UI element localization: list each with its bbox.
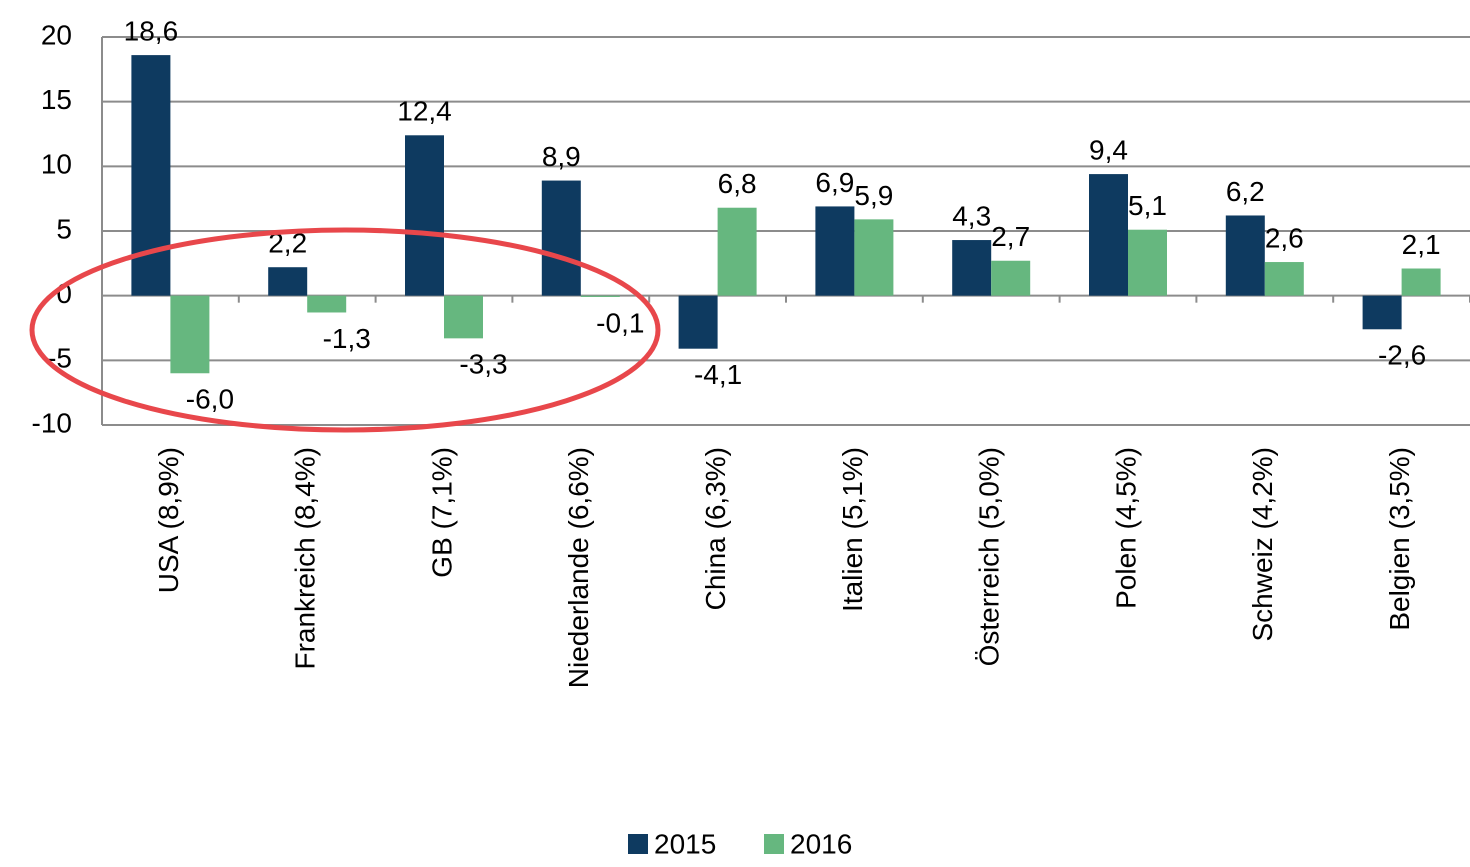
value-label: 6,2: [1226, 176, 1265, 207]
value-label: 12,4: [397, 96, 452, 127]
y-tick-label: -10: [32, 407, 72, 438]
y-tick-label: 10: [41, 149, 72, 180]
value-label: -2,6: [1378, 340, 1426, 371]
bar: [170, 295, 210, 374]
bar: [131, 55, 171, 296]
value-label: -3,3: [459, 349, 507, 380]
bar: [580, 295, 620, 297]
x-tick-label: Schweiz (4,2%): [1247, 447, 1278, 642]
value-label: 2,6: [1265, 222, 1304, 253]
x-tick-label: Polen (4,5%): [1110, 447, 1141, 609]
x-tick-label: GB (7,1%): [426, 447, 457, 578]
legend-label: 2015: [654, 828, 716, 859]
bar: [717, 207, 757, 296]
bar: [1264, 262, 1304, 296]
y-tick-label: 15: [41, 84, 72, 115]
bar: [815, 206, 855, 296]
bar: [268, 267, 308, 296]
y-tick-label: 20: [41, 19, 72, 50]
value-label: 8,9: [542, 141, 581, 172]
value-label: 4,3: [952, 200, 991, 231]
bar: [541, 180, 581, 296]
value-label: 5,9: [854, 180, 893, 211]
bar: [444, 295, 483, 339]
x-tick-label: Italien (5,1%): [837, 447, 868, 612]
bar: [678, 295, 718, 349]
x-tick-label: China (6,3%): [700, 447, 731, 610]
bar: [1225, 215, 1265, 296]
value-label: 6,8: [718, 168, 757, 199]
x-tick-label: Niederlande (6,6%): [563, 447, 594, 688]
legend-swatch: [628, 834, 648, 854]
bar: [1401, 268, 1441, 296]
x-tick-label: Österreich (5,0%): [974, 447, 1005, 666]
legend-swatch: [764, 834, 784, 854]
bar: [1128, 229, 1167, 296]
value-label: 2,7: [991, 221, 1030, 252]
value-label: 6,9: [815, 167, 854, 198]
legend-label: 2016: [790, 828, 852, 859]
value-label: -6,0: [186, 384, 234, 415]
bar: [1362, 295, 1402, 330]
value-label: -0,1: [596, 307, 644, 338]
y-tick-label: 5: [56, 213, 72, 244]
value-label: 2,1: [1402, 229, 1441, 260]
bar: [991, 260, 1031, 296]
bar: [952, 240, 992, 296]
bar: [1089, 174, 1128, 296]
x-tick-label: Frankreich (8,4%): [290, 447, 321, 670]
value-label: 9,4: [1089, 134, 1128, 165]
bar: [854, 219, 894, 296]
value-label: -1,3: [323, 323, 371, 354]
value-label: 5,1: [1128, 190, 1167, 221]
bar: [307, 295, 347, 313]
bar: [405, 135, 444, 296]
value-label: 18,6: [124, 15, 179, 46]
value-label: -4,1: [694, 359, 742, 390]
highlight-ellipse: [29, 227, 661, 433]
x-tick-label: USA (8,9%): [153, 447, 184, 593]
x-tick-label: Belgien (3,5%): [1384, 447, 1415, 631]
